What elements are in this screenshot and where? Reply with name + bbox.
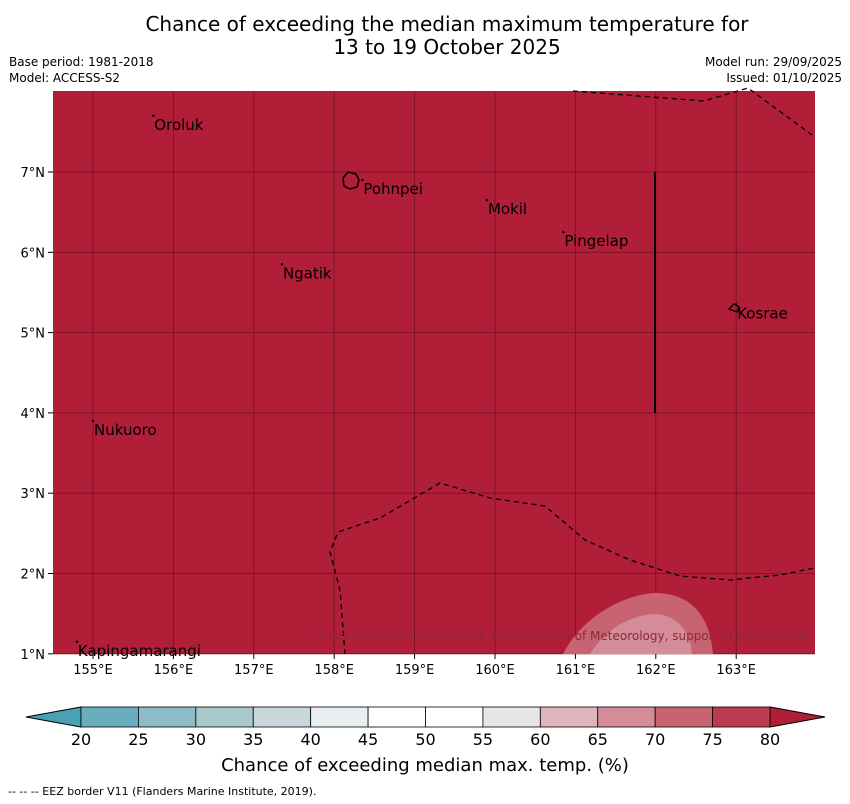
lon-tick-label: 160°E — [475, 663, 515, 678]
meta-right: Model run: 29/09/2025 Issued: 01/10/2025 — [705, 54, 842, 86]
colorbar-segment — [712, 706, 771, 728]
colorbar-segment — [310, 706, 369, 728]
island-marker — [735, 303, 738, 306]
colorbar-tick-label: 35 — [243, 730, 263, 749]
colorbar-segment — [539, 706, 599, 728]
colorbar-segment — [80, 706, 139, 728]
eez-border-north — [572, 87, 813, 136]
lat-tick-label: 7°N — [21, 166, 46, 181]
lon-tick-label: 163°E — [716, 663, 756, 678]
pohnpei-island-shape — [342, 171, 360, 190]
kosrae-island-shape — [727, 303, 740, 313]
colorbar-label: Chance of exceeding median max. temp. (%… — [221, 755, 629, 776]
lon-tick-label: 156°E — [154, 663, 194, 678]
lat-tick-label: 3°N — [21, 487, 46, 502]
map-background — [53, 91, 815, 654]
colorbar-segment — [482, 706, 541, 728]
lat-tick-label: 2°N — [21, 568, 46, 583]
island-marker — [485, 198, 489, 202]
colorbar-tick-label: 60 — [530, 730, 550, 749]
lat-tick-label: 1°N — [21, 648, 46, 663]
probability-patch-65 — [590, 614, 692, 654]
colorbar-segment — [367, 706, 426, 728]
lon-tick-label: 158°E — [314, 663, 354, 678]
colorbar-segment — [138, 706, 197, 728]
title-line-1: Chance of exceeding the median maximum t… — [145, 12, 749, 36]
island-marker — [280, 263, 284, 266]
lon-tick-label: 159°E — [395, 663, 435, 678]
footnote: -- -- -- EEZ border V11 (Flanders Marine… — [8, 785, 317, 798]
colorbar-under-arrow — [25, 706, 82, 728]
copyright-notice: © Commonwealth of Australia 2025, Bureau… — [304, 629, 809, 643]
lon-tick-label: 155°E — [73, 663, 113, 678]
colorbar-tick-label: 30 — [186, 730, 206, 749]
colorbar-tick-label: 45 — [358, 730, 378, 749]
lon-tick-label: 161°E — [556, 663, 596, 678]
place-label: Pohnpei — [363, 180, 423, 198]
colorbar-segment — [597, 706, 656, 728]
colorbar-tick-label: 40 — [300, 730, 320, 749]
colorbar-over-arrow — [769, 706, 826, 728]
lat-tick-label: 5°N — [21, 327, 46, 342]
colorbar: 20 25 30 35 40 45 50 55 60 65 70 75 80 — [25, 706, 826, 749]
meta-left: Base period: 1981-2018 Model: ACCESS-S2 — [9, 54, 154, 86]
island-marker — [152, 114, 155, 118]
island-marker — [562, 231, 565, 234]
issued-date: Issued: 01/10/2025 — [726, 71, 842, 85]
place-label: Pingelap — [564, 232, 628, 250]
place-labels: Oroluk Pohnpei Mokil Pingelap Ngatik Kosrae Nu… — [75, 114, 788, 660]
colorbar-tick-label: 80 — [760, 730, 780, 749]
colorbar-tick-label: 75 — [702, 730, 722, 749]
chart-title: Chance of exceeding the median maximum t… — [0, 13, 850, 59]
colorbar-segment — [654, 706, 713, 728]
lon-tick-label: 157°E — [234, 663, 274, 678]
place-label: Oroluk — [154, 116, 203, 134]
island-marker — [75, 640, 79, 643]
eez-border-south — [329, 482, 816, 655]
longitude-tick-labels: 155°E 156°E 157°E 158°E 159°E 160°E 161°E 162°E… — [73, 654, 756, 678]
place-label: Kapingamarangi — [78, 642, 201, 660]
colorbar-segment — [425, 706, 484, 728]
lat-tick-label: 6°N — [21, 246, 46, 261]
lon-tick-label: 162°E — [636, 663, 676, 678]
colorbar-tick-label: 25 — [128, 730, 148, 749]
colorbar-segment — [195, 706, 254, 728]
model-name: Model: ACCESS-S2 — [9, 71, 121, 85]
island-marker — [91, 419, 95, 423]
colorbar-tick-label: 70 — [645, 730, 665, 749]
base-period: Base period: 1981-2018 — [9, 55, 154, 69]
lat-tick-label: 4°N — [21, 407, 46, 422]
colorbar-tick-label: 55 — [473, 730, 493, 749]
place-label: Mokil — [488, 200, 527, 218]
place-label: Nukuoro — [94, 421, 157, 439]
colorbar-tick-label: 65 — [588, 730, 608, 749]
place-label: Kosrae — [737, 305, 788, 323]
title-line-2: 13 to 19 October 2025 — [333, 35, 561, 59]
colorbar-tick-label: 50 — [415, 730, 435, 749]
model-run: Model run: 29/09/2025 — [704, 55, 842, 69]
latitude-tick-labels: 7°N 6°N 5°N 4°N 3°N 2°N 1°N — [21, 166, 53, 663]
place-label: Ngatik — [283, 264, 332, 282]
colorbar-segment — [252, 706, 312, 728]
island-marker — [361, 178, 364, 182]
colorbar-tick-label: 20 — [71, 730, 91, 749]
